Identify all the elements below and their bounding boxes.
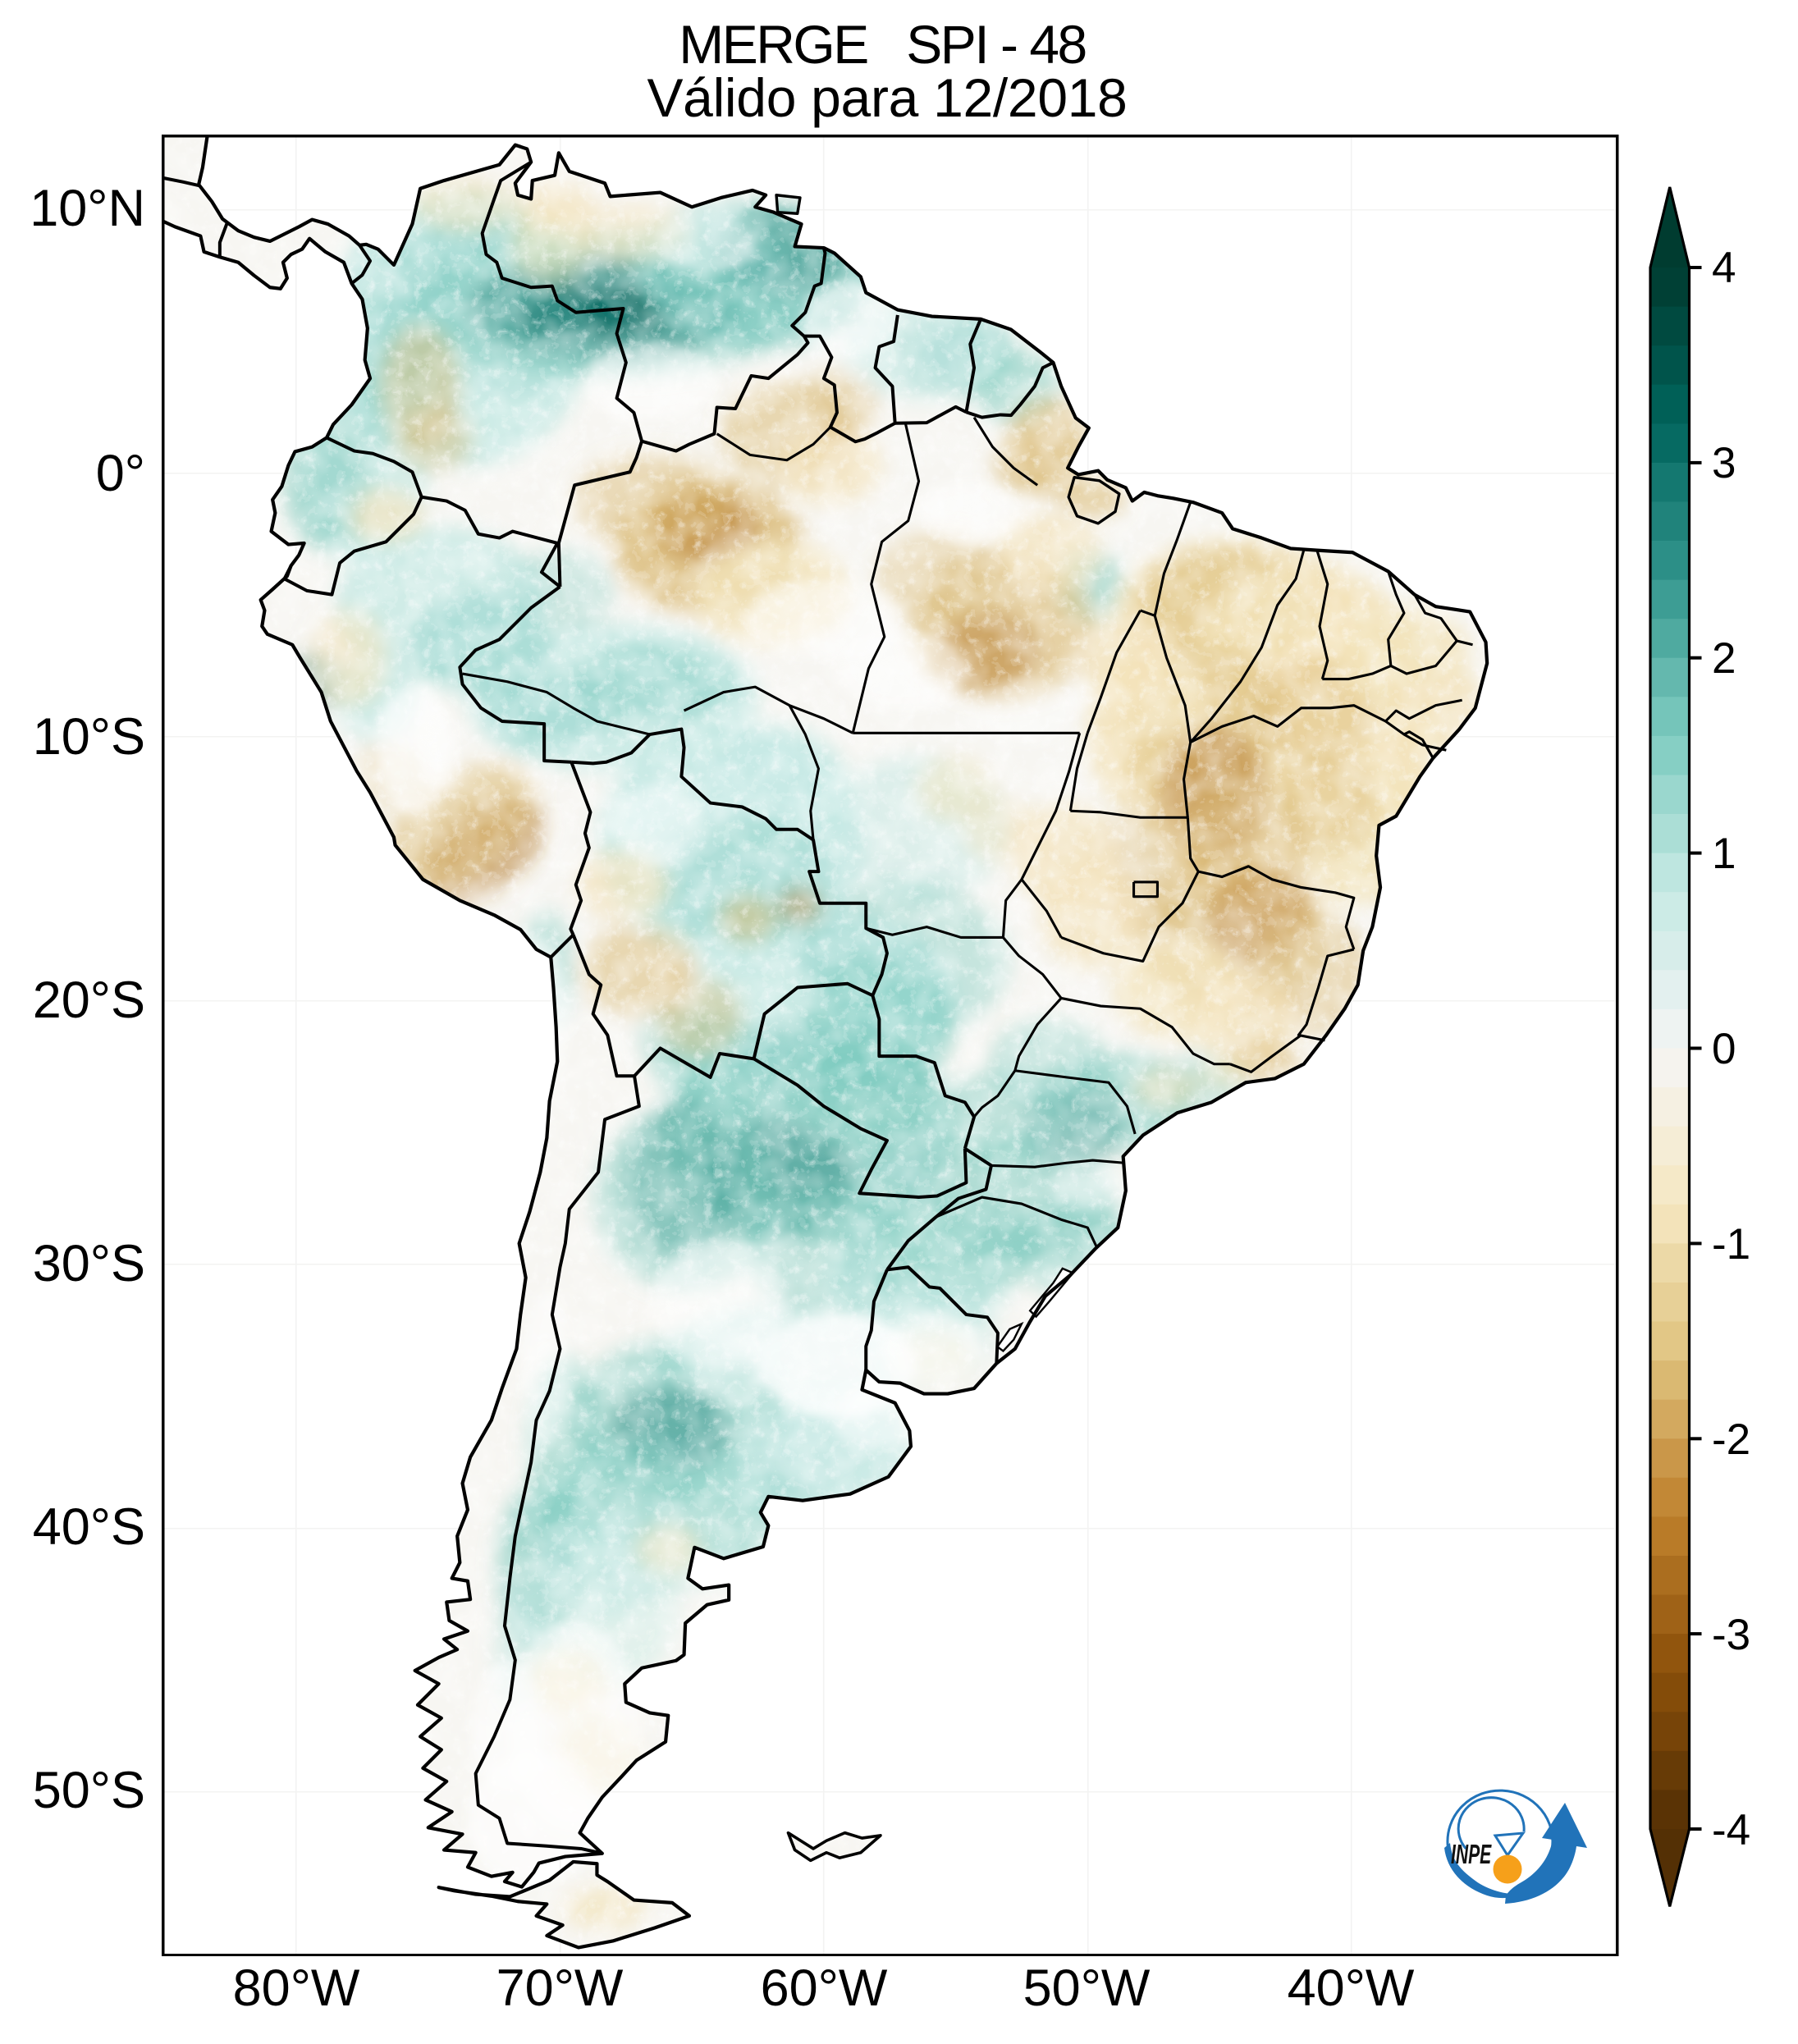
svg-text:INPE: INPE xyxy=(1451,1839,1492,1869)
